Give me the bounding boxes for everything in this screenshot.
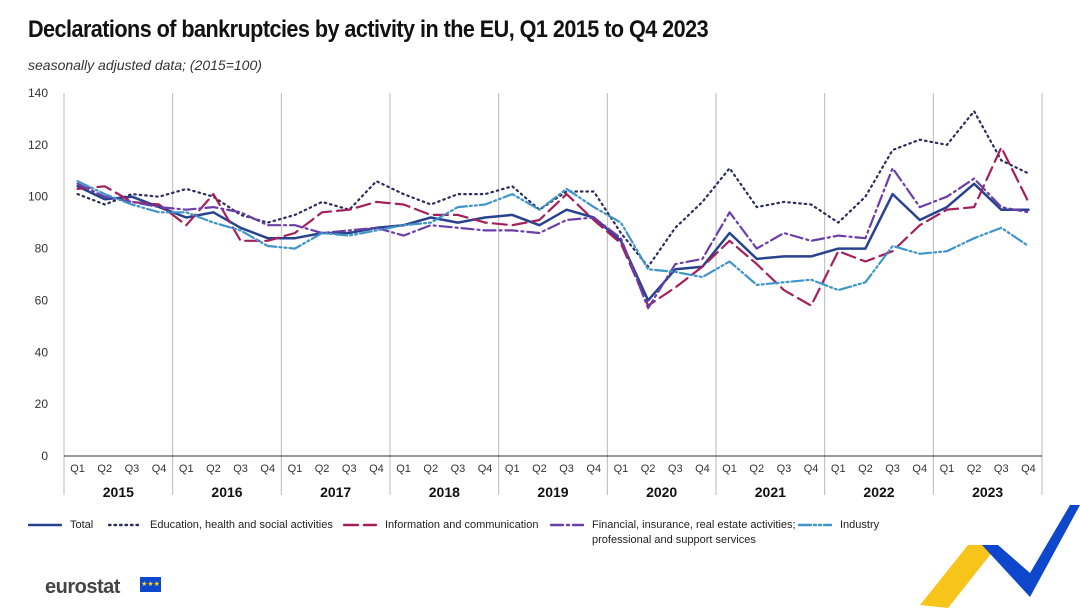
y-tick-label: 120 [28,138,48,152]
legend-swatch [798,523,832,527]
x-tick-label: Q1 [288,463,303,475]
legend-item: Industry [798,518,879,533]
legend-label: Information and communication [385,519,539,531]
legend-item: Education, health and social activities [108,518,333,533]
x-tick-label: Q3 [668,463,683,475]
x-tick-label: Q2 [97,463,112,475]
legend-item: Information and communication [343,518,538,533]
x-tick-label: Q3 [233,463,248,475]
legend-label: Financial, insurance, real estate activi… [592,519,796,546]
x-tick-label: Q4 [695,463,710,475]
x-tick-label: Q1 [940,463,955,475]
x-tick-label: Q4 [478,463,493,475]
year-label: 2020 [646,484,677,500]
y-tick-label: 100 [28,190,48,204]
x-tick-label: Q4 [804,463,819,475]
x-tick-label: Q2 [315,463,330,475]
x-tick-label: Q2 [967,463,982,475]
legend-label: Total [70,519,94,531]
legend-label: Education, health and social activities [150,519,333,531]
y-tick-label: 140 [28,86,48,100]
year-label: 2018 [429,484,460,500]
x-tick-label: Q1 [831,463,846,475]
y-tick-label: 0 [41,449,48,463]
x-tick-label: Q3 [342,463,357,475]
year-label: 2019 [537,484,568,500]
y-tick-label: 80 [35,242,49,256]
x-tick-label: Q3 [559,463,574,475]
legend-swatch [28,523,62,527]
x-tick-label: Q4 [912,463,927,475]
chart-axes: 0 20 40 60 80 100 120 140 Q1 Q2 Q3 Q4 Q1 Q2 Q3 Q4 Q1 Q2 Q3… [28,86,1042,500]
eu-flag-icon: ★★★ [140,577,161,592]
x-tick-label: Q3 [885,463,900,475]
chart-title: Declarations of bankruptcies by activity… [28,16,709,43]
y-tick-label: 40 [35,345,49,359]
y-tick-label: 20 [35,397,49,411]
x-tick-label: Q4 [260,463,275,475]
series-line-0 [76,182,1030,302]
x-tick-label: Q1 [396,463,411,475]
x-tick-label: Q1 [505,463,520,475]
line-chart: 0 20 40 60 80 100 120 140 Q1 Q2 Q3 Q4 Q1 Q2 Q3 Q4 Q1 Q2 Q3… [28,86,1043,500]
y-tick-label: 60 [35,293,49,307]
x-tick-label: Q2 [423,463,438,475]
footer: eurostat ★★★ [0,566,1080,608]
blue-stripe-icon [982,505,1080,597]
chart-subtitle: seasonally adjusted data; (2015=100) [28,57,262,73]
legend-item: Total [28,518,93,533]
year-label: 2017 [320,484,351,500]
series-line-2 [76,146,1030,307]
chart-legend: Total Education, health and social activi… [28,518,1028,558]
x-tick-label: Q4 [369,463,384,475]
x-tick-label: Q1 [70,463,85,475]
year-label: 2021 [755,484,786,500]
yellow-stripe-icon [920,545,998,608]
x-tick-label: Q3 [777,463,792,475]
chart-series [76,110,1030,310]
x-tick-label: Q2 [206,463,221,475]
x-tick-label: Q2 [641,463,656,475]
legend-label: Industry [840,519,880,531]
x-tick-label: Q3 [451,463,466,475]
x-tick-label: Q2 [532,463,547,475]
year-label: 2015 [103,484,134,500]
x-tick-label: Q2 [858,463,873,475]
x-tick-label: Q4 [152,463,167,475]
x-tick-label: Q2 [749,463,764,475]
legend-swatch [343,523,377,527]
series-line-3 [76,167,1030,310]
legend-swatch [550,523,584,527]
legend-swatch [108,523,142,527]
legend-item: Financial, insurance, real estate activi… [550,518,796,548]
x-tick-label: Q1 [614,463,629,475]
corner-decoration [920,505,1080,608]
series-line-4 [76,180,1030,292]
chart-grid [63,93,1043,495]
x-tick-label: Q4 [1021,463,1036,475]
x-tick-label: Q3 [994,463,1009,475]
x-tick-label: Q1 [179,463,194,475]
year-label: 2022 [863,484,894,500]
eurostat-logo: eurostat [45,576,120,598]
year-label: 2016 [211,484,242,500]
x-tick-label: Q3 [125,463,140,475]
x-tick-label: Q1 [722,463,737,475]
year-label: 2023 [972,484,1003,500]
x-tick-label: Q4 [586,463,601,475]
series-line-1 [76,110,1030,268]
